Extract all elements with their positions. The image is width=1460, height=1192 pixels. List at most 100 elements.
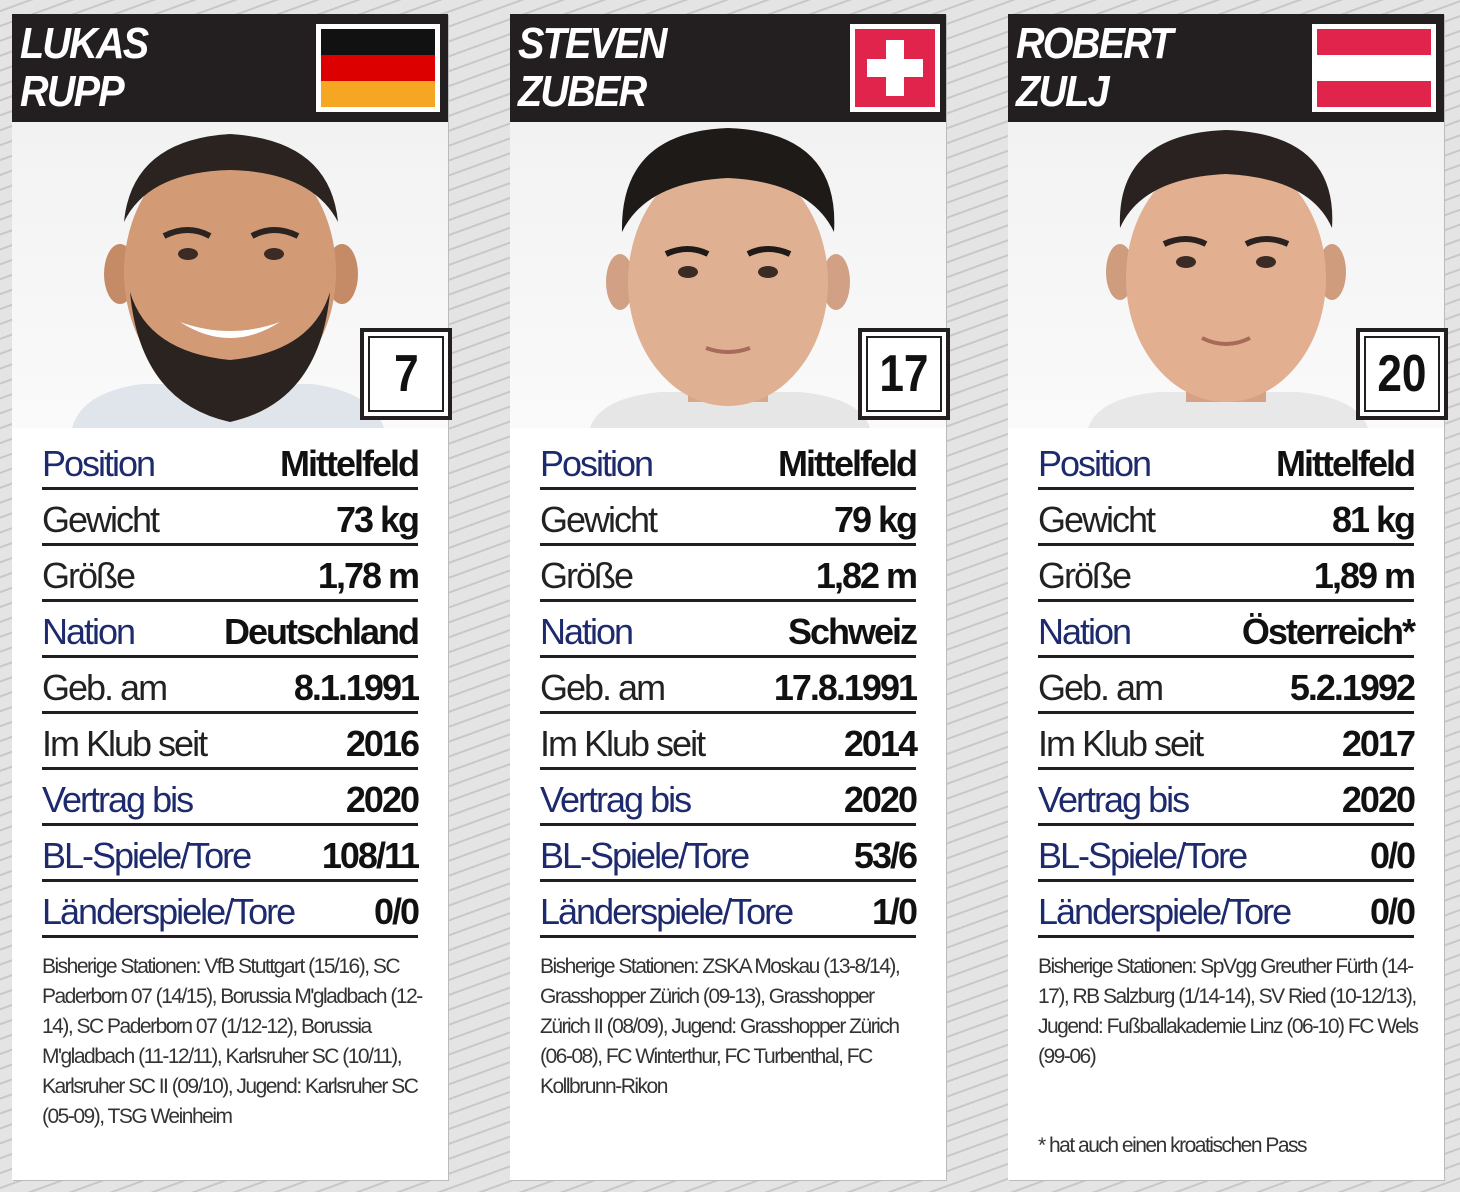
germany-flag-icon [316,24,440,112]
stat-label: Position [540,443,654,484]
stat-row: Vertrag bis 2020 [1038,770,1416,826]
card-header: LUKAS RUPP [12,14,448,122]
stat-value: 0/0 [1369,835,1416,876]
stat-value: 79 kg [833,499,918,540]
jersey-number: 17 [879,345,929,403]
stat-row: Gewicht 79 kg [540,490,918,546]
stat-label: Gewicht [540,499,658,540]
stat-label: Länderspiele/Tore [540,891,794,932]
stat-row: Geb. am 8.1.1991 [42,658,420,714]
player-card-zulj: ROBERT ZULJ 20 Position Mittelfeld Gewich… [1008,14,1448,1180]
stat-row: Im Klub seit 2017 [1038,714,1416,770]
jersey-number: 20 [1377,345,1427,403]
stat-row: Geb. am 17.8.1991 [540,658,918,714]
previous-clubs: Bisherige Stationen: SpVgg Greuther Fürt… [1038,955,1419,1068]
stat-value: Mittelfeld [280,443,420,484]
stat-row: Größe 1,89 m [1038,546,1416,602]
stat-label: Größe [42,555,136,596]
stat-value: 2017 [1341,723,1416,764]
stat-label: Nation [1038,611,1132,652]
jersey-number-box: 7 [360,328,452,420]
card-header: STEVEN ZUBER [510,14,946,122]
stat-row: BL-Spiele/Tore 0/0 [1038,826,1416,882]
stat-value: Mittelfeld [1276,443,1416,484]
player-name: LUKAS RUPP [20,19,149,116]
stat-row: Im Klub seit 2016 [42,714,420,770]
stat-row: Position Mittelfeld [42,434,420,490]
stat-row: Größe 1,82 m [540,546,918,602]
stats-table: Position Mittelfeld Gewicht 79 kg Größe 1,8… [540,434,918,938]
stat-value: 1,89 m [1313,555,1416,596]
stat-label: Position [1038,443,1152,484]
stat-value: 2020 [1341,779,1416,820]
stat-value: 2016 [345,723,420,764]
stat-row: BL-Spiele/Tore 53/6 [540,826,918,882]
stat-label: Gewicht [1038,499,1156,540]
stat-value: 0/0 [1369,891,1416,932]
stat-value: Mittelfeld [778,443,918,484]
stat-row: Länderspiele/Tore 0/0 [42,882,420,938]
stat-label: Vertrag bis [540,779,692,820]
stat-value: Österreich* [1241,611,1416,652]
stat-label: BL-Spiele/Tore [540,835,750,876]
stat-row: Nation Deutschland [42,602,420,658]
stat-value: 108/11 [321,835,420,876]
stat-value: 0/0 [373,891,420,932]
stat-value: 73 kg [335,499,420,540]
jersey-number: 7 [393,345,419,403]
player-card-rupp: LUKAS RUPP 7 Position Mittelfeld Gewicht 7… [12,14,452,1180]
stat-label: Geb. am [1038,667,1164,708]
stat-row: Nation Österreich* [1038,602,1416,658]
stat-row: Länderspiele/Tore 0/0 [1038,882,1416,938]
stat-value: 53/6 [853,835,918,876]
austria-flag-icon [1312,24,1436,112]
stat-value: 2014 [843,723,918,764]
stat-label: Vertrag bis [42,779,194,820]
stat-label: Position [42,443,156,484]
stat-value: 1,82 m [815,555,918,596]
stat-row: Nation Schweiz [540,602,918,658]
stat-value: 2020 [345,779,420,820]
stat-value: 1/0 [871,891,918,932]
previous-clubs: Bisherige Stationen: VfB Stuttgart (15/1… [42,955,423,1128]
stat-label: Geb. am [42,667,168,708]
stat-label: BL-Spiele/Tore [42,835,252,876]
footnote: * hat auch einen kroatischen Pass [1038,1134,1308,1157]
stat-label: Nation [42,611,136,652]
stat-row: Im Klub seit 2014 [540,714,918,770]
card-header: ROBERT ZULJ [1008,14,1444,122]
stat-label: Länderspiele/Tore [42,891,296,932]
stat-row: Gewicht 81 kg [1038,490,1416,546]
stat-row: Position Mittelfeld [1038,434,1416,490]
stat-row: Gewicht 73 kg [42,490,420,546]
stat-row: Position Mittelfeld [540,434,918,490]
player-name: STEVEN ZUBER [518,19,667,116]
player-photo [12,122,448,428]
stat-value: 2020 [843,779,918,820]
player-photo [1008,122,1444,428]
stat-label: Nation [540,611,634,652]
stats-table: Position Mittelfeld Gewicht 73 kg Größe 1,7… [42,434,420,938]
stat-value: Schweiz [787,611,918,652]
stat-label: Im Klub seit [1038,723,1204,764]
stat-label: Vertrag bis [1038,779,1190,820]
stat-label: Größe [1038,555,1132,596]
jersey-number-box: 20 [1356,328,1448,420]
stat-row: Länderspiele/Tore 1/0 [540,882,918,938]
stat-label: Gewicht [42,499,160,540]
stat-value: 81 kg [1331,499,1416,540]
stat-row: Größe 1,78 m [42,546,420,602]
stat-label: Länderspiele/Tore [1038,891,1292,932]
previous-clubs: Bisherige Stationen: ZSKA Moskau (13-8/1… [540,955,901,1098]
stats-table: Position Mittelfeld Gewicht 81 kg Größe 1,8… [1038,434,1416,938]
switzerland-flag-icon [850,24,940,112]
stat-label: Größe [540,555,634,596]
stat-value: 17.8.1991 [773,667,918,708]
stat-row: Geb. am 5.2.1992 [1038,658,1416,714]
player-name: ROBERT ZULJ [1016,19,1173,116]
stat-label: BL-Spiele/Tore [1038,835,1248,876]
stat-value: Deutschland [223,611,420,652]
stat-value: 8.1.1991 [293,667,420,708]
stat-value: 1,78 m [317,555,420,596]
stat-row: Vertrag bis 2020 [42,770,420,826]
